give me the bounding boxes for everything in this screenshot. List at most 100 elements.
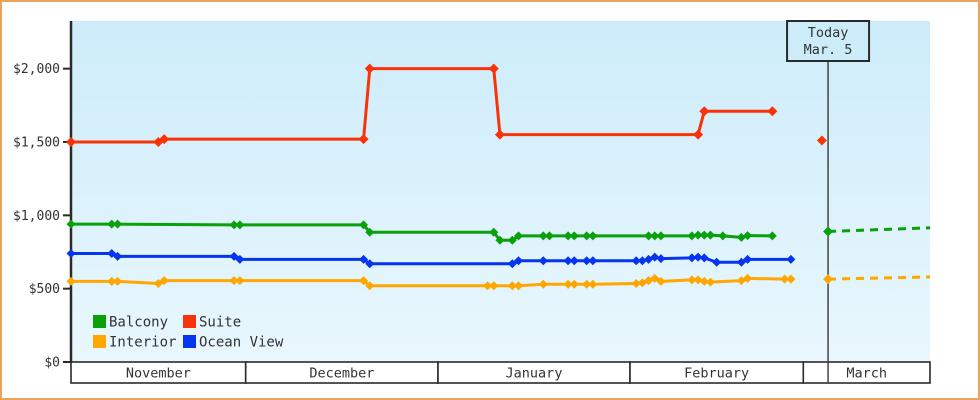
data-point-interior	[582, 279, 592, 289]
data-point-ocean_view	[699, 253, 709, 263]
legend-swatch-suite	[183, 315, 196, 328]
y-tick-label: $0	[44, 356, 60, 371]
plot-area	[71, 21, 930, 362]
month-label: November	[126, 366, 191, 382]
data-point-ocean_view	[588, 256, 598, 266]
data-point-balcony	[489, 227, 499, 237]
series-balcony	[66, 219, 931, 245]
data-point-ocean_view	[631, 256, 641, 266]
data-point-balcony	[66, 219, 76, 229]
today-point-interior	[823, 274, 834, 285]
data-point-balcony	[767, 231, 777, 241]
legend-label-balcony: Balcony	[109, 315, 168, 331]
data-point-suite	[767, 106, 778, 117]
data-point-suite	[159, 134, 170, 145]
forecast-line-interior	[828, 275, 931, 281]
legend-swatch-interior	[93, 335, 106, 348]
data-point-interior	[743, 273, 753, 283]
data-point-balcony	[699, 230, 709, 240]
data-point-suite	[358, 134, 369, 145]
month-label: January	[506, 366, 563, 382]
data-point-interior	[365, 281, 375, 291]
data-point-interior	[483, 281, 493, 291]
data-point-balcony	[718, 231, 728, 241]
data-point-interior	[569, 279, 579, 289]
data-point-balcony	[563, 231, 573, 241]
data-point-ocean_view	[693, 252, 703, 262]
data-point-interior	[786, 274, 796, 284]
legend: Balcony Suite Interior Ocean View	[93, 315, 284, 351]
legend-label-suite: Suite	[199, 315, 241, 331]
data-point-ocean_view	[736, 257, 746, 267]
series-suite	[66, 63, 827, 148]
data-point-balcony	[107, 219, 117, 229]
data-point-interior	[507, 281, 517, 291]
data-point-ocean_view	[650, 252, 660, 262]
data-point-ocean_view	[229, 251, 239, 261]
data-point-interior	[563, 279, 573, 289]
data-point-ocean_view	[569, 256, 579, 266]
legend-label-interior: Interior	[109, 335, 176, 351]
data-point-balcony	[588, 231, 598, 241]
data-point-interior	[588, 279, 598, 289]
data-point-balcony	[365, 227, 375, 237]
data-point-suite	[494, 129, 505, 140]
data-point-interior	[780, 274, 790, 284]
today-box	[786, 20, 871, 62]
isolated-point-suite	[816, 135, 827, 146]
data-point-balcony	[359, 220, 369, 230]
data-point-interior	[650, 273, 660, 283]
data-point-suite	[699, 106, 710, 117]
data-point-ocean_view	[365, 259, 375, 269]
today-label-line2: Mar. 5	[804, 42, 853, 58]
data-point-balcony	[507, 235, 517, 245]
forecast-line-balcony	[828, 226, 931, 233]
data-point-balcony	[495, 235, 505, 245]
data-point-ocean_view	[507, 259, 517, 269]
data-point-interior	[687, 275, 697, 285]
data-point-interior	[514, 281, 524, 291]
data-point-ocean_view	[637, 256, 647, 266]
data-point-interior	[66, 276, 76, 286]
legend-swatch-balcony	[93, 315, 106, 328]
data-point-ocean_view	[743, 254, 753, 264]
data-point-interior	[656, 276, 666, 286]
data-point-ocean_view	[786, 254, 796, 264]
data-point-balcony	[656, 231, 666, 241]
data-point-balcony	[582, 231, 592, 241]
data-point-ocean_view	[563, 256, 573, 266]
legend-swatch-ocean_view	[183, 335, 196, 348]
data-point-balcony	[514, 231, 524, 241]
data-point-suite	[488, 63, 499, 74]
today-label-line1: Today	[808, 25, 849, 41]
data-point-interior	[107, 276, 117, 286]
y-tick-label: $2,000	[13, 62, 60, 77]
data-point-interior	[693, 275, 703, 285]
data-point-balcony	[650, 231, 660, 241]
y-tick-label: $1,500	[13, 136, 60, 151]
data-point-balcony	[644, 231, 654, 241]
data-point-balcony	[705, 230, 715, 240]
data-point-suite	[364, 63, 375, 74]
data-point-interior	[229, 276, 239, 286]
data-point-interior	[359, 276, 369, 286]
data-point-ocean_view	[687, 253, 697, 263]
data-point-balcony	[687, 231, 697, 241]
data-point-ocean_view	[514, 256, 524, 266]
data-point-interior	[113, 276, 123, 286]
data-point-suite	[693, 129, 704, 140]
data-point-balcony	[538, 231, 548, 241]
data-point-ocean_view	[712, 257, 722, 267]
series-ocean_view	[66, 248, 796, 269]
series-interior	[66, 273, 931, 291]
today-point-balcony	[823, 226, 834, 237]
month-label: December	[309, 366, 374, 382]
month-label: February	[684, 366, 749, 382]
legend-label-ocean_view: Ocean View	[199, 335, 284, 351]
data-point-balcony	[229, 220, 239, 230]
y-tick-label: $500	[29, 282, 60, 297]
month-cell	[802, 361, 931, 384]
data-point-ocean_view	[582, 256, 592, 266]
